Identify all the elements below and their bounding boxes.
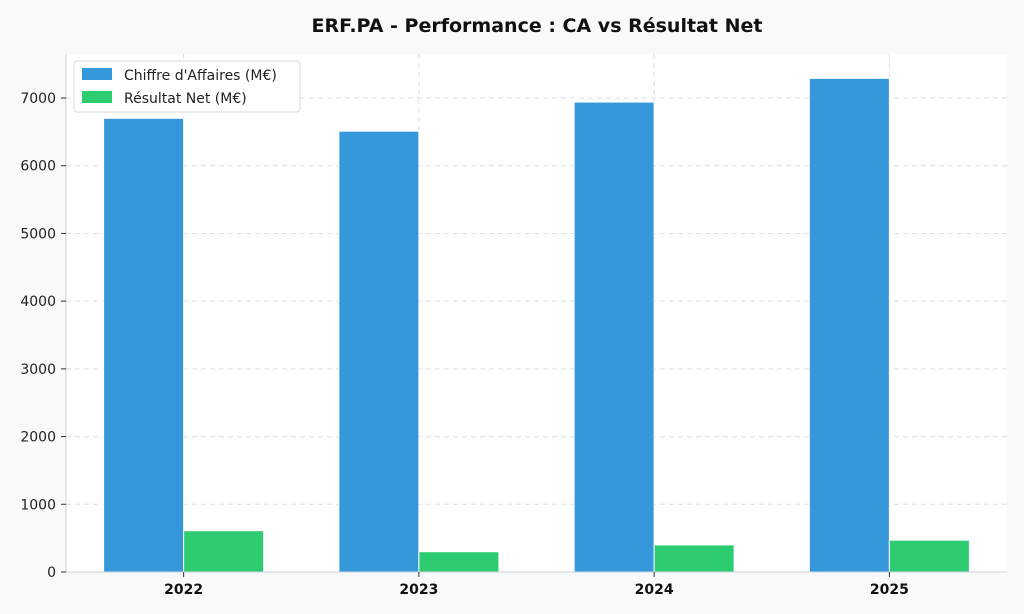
x-tick-label: 2024 xyxy=(635,582,674,598)
net-income-bar xyxy=(418,551,500,573)
y-tick-label: 4000 xyxy=(20,294,56,310)
x-tick-label: 2023 xyxy=(399,582,438,598)
legend-swatch-revenue xyxy=(82,68,112,80)
revenue-bar xyxy=(338,130,420,573)
net-income-bar xyxy=(888,539,970,573)
x-axis-ticks: 2022 2023 2024 2025 xyxy=(164,572,909,598)
y-tick-label: 2000 xyxy=(20,430,56,446)
y-tick-label: 7000 xyxy=(20,91,56,107)
y-axis-ticks: 0 1000 2000 3000 4000 5000 6000 7000 xyxy=(20,91,66,581)
legend-label-revenue: Chiffre d'Affaires (M€) xyxy=(124,68,277,84)
net-income-bar xyxy=(183,530,265,573)
legend: Chiffre d'Affaires (M€) Résultat Net (M€… xyxy=(73,60,301,113)
legend-swatch-net-income xyxy=(82,91,112,103)
y-tick-label: 0 xyxy=(47,565,56,581)
revenue-bar xyxy=(808,77,890,573)
y-tick-label: 5000 xyxy=(20,226,56,242)
revenue-bar xyxy=(103,117,185,573)
x-tick-label: 2022 xyxy=(164,582,203,598)
y-tick-label: 3000 xyxy=(20,362,56,378)
y-tick-label: 1000 xyxy=(20,497,56,513)
revenue-bar xyxy=(573,101,655,573)
y-tick-label: 6000 xyxy=(20,159,56,175)
legend-label-net-income: Résultat Net (M€) xyxy=(124,91,247,107)
x-tick-label: 2025 xyxy=(870,582,909,598)
net-income-bar xyxy=(653,544,735,573)
legend-box xyxy=(73,60,301,113)
chart-title: ERF.PA - Performance : CA vs Résultat Ne… xyxy=(312,15,763,37)
